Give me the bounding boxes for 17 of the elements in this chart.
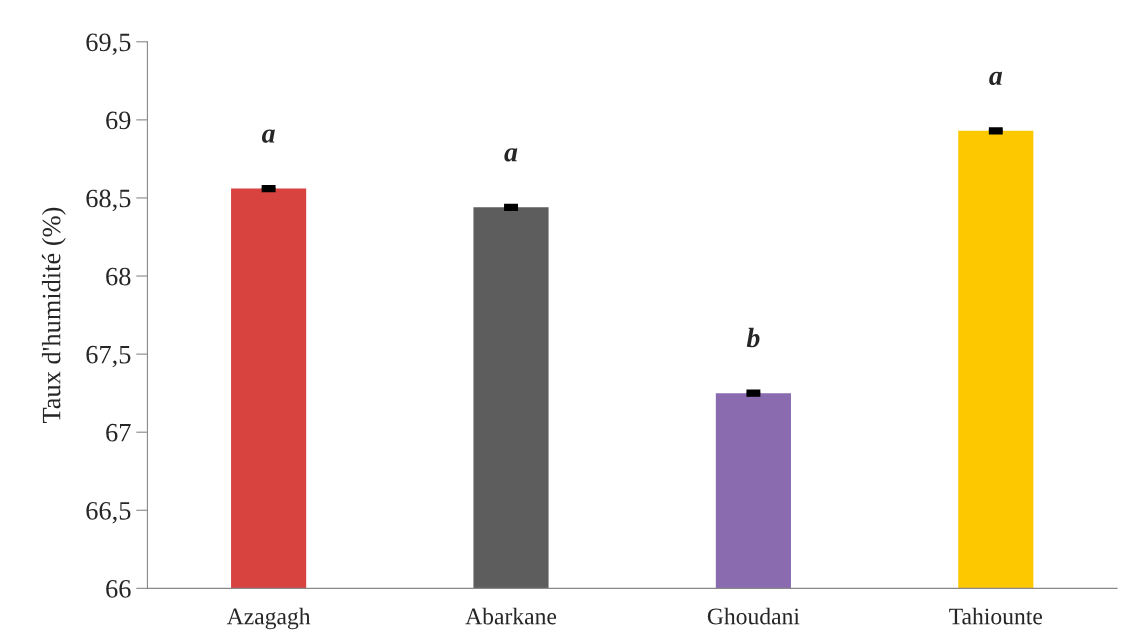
x-tick-label: Tahiounte — [949, 607, 1043, 625]
y-axis-title: Taux d'humidité (%) — [41, 207, 66, 424]
y-tick-label: 69,5 — [86, 33, 131, 56]
annotation: a — [504, 148, 518, 162]
x-tick-label: Ghoudani — [707, 607, 800, 625]
y-tick-label: 67 — [106, 423, 131, 442]
annotation: a — [989, 71, 1003, 85]
y-tick-label: 66,5 — [86, 501, 131, 524]
y-tick-label: 69 — [106, 111, 131, 130]
x-tick-label: Azagagh — [226, 607, 311, 630]
y-tick-label: 68 — [106, 267, 131, 286]
y-tick-label: 67,5 — [86, 345, 131, 368]
x-tick-label: Abarkane — [465, 607, 557, 625]
y-tick-label: 66 — [106, 580, 131, 598]
annotation: a — [262, 129, 275, 143]
annotation: b — [746, 327, 760, 348]
y-tick-label: 68,5 — [86, 189, 131, 212]
